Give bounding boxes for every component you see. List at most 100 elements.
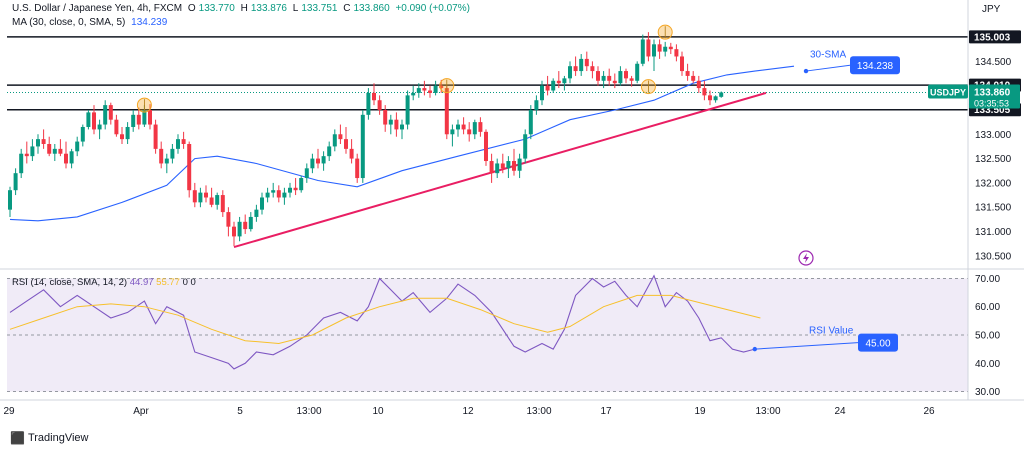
rsi-legend[interactable]: RSI (14, close, SMA, 14, 2) 44.97 55.77 … [12,277,196,288]
support-tag-text: 133.505 [974,105,1011,116]
candle-body [360,114,365,179]
candle-body [680,56,684,72]
candle [467,122,472,142]
candle [484,129,488,166]
rsi-annotation-dot [752,346,757,352]
candle-body [394,119,399,130]
candle-body [271,190,276,193]
candle [176,134,180,154]
candle-body [232,226,236,237]
candle [125,122,130,144]
candle [360,109,365,183]
symbol-title: U.S. Dollar / Japanese Yen, 4h, FXCM [12,3,183,14]
candle [461,117,466,135]
rsi-annotation-label: RSI Value [809,326,854,337]
lightning-icon[interactable] [798,250,814,266]
candle [590,61,595,79]
candle [640,34,645,67]
price-tick-label: 131.500 [975,203,1012,214]
candle-body [344,139,348,149]
candle [495,158,500,179]
symbol-legend[interactable]: U.S. Dollar / Japanese Yen, 4h, FXCM O 13… [12,3,473,14]
candle [680,51,684,76]
candle-body [80,126,85,142]
candle [192,182,197,208]
candle [428,85,432,98]
candle-body [696,80,701,89]
symbol-pill-text: USDJPY [930,87,966,97]
rsi-ma-line[interactable] [9,294,761,345]
rsi-tick-label: 70.00 [975,274,1000,285]
candle-body [663,46,668,52]
change-value: +0.090 (+0.07%) [395,3,470,14]
candle [47,136,52,157]
candle [377,95,382,115]
candle [226,207,231,237]
candle [719,91,724,98]
candle [500,153,505,174]
candle [646,32,651,62]
rsi-annotation-line [754,342,859,350]
price-tick-label: 133.000 [975,130,1012,141]
rsi-value: 44.97 [129,277,154,288]
rsi-line[interactable] [9,274,755,370]
resistance-high-tag-text: 135.003 [974,32,1011,43]
rsi-sma-value: 55.77 [156,277,180,288]
time-tick-label: 19 [694,406,706,417]
candle [601,71,606,89]
rsi-extra-1: 0 [182,277,188,288]
ma-legend[interactable]: MA (30, close, 0, SMA, 5) 134.239 [12,17,170,28]
candle-body [220,195,225,213]
open-value: 133.770 [198,3,235,14]
candle-body [24,153,29,157]
candle-body [478,122,483,132]
candle-body [47,144,52,154]
candle [388,114,393,135]
candle-body [170,148,175,159]
rsi-label: RSI (14, close, SMA, 14, 2) [12,277,128,288]
ma-label: MA (30, close, 0, SMA, 5) [12,17,126,28]
candle-body [405,95,410,125]
candle-body [349,148,354,159]
candle-body [276,190,281,198]
candle-body [702,88,707,96]
candle [506,156,511,179]
candle-body [299,178,304,191]
candle [24,141,29,164]
candle [344,126,348,154]
candle-body [377,100,382,110]
candle-body [612,80,617,84]
candle [209,187,214,208]
candle-body [545,85,550,91]
rsi-extra-2: 0 [190,277,196,288]
candle-body [366,92,371,115]
time-tick-label: 26 [923,406,935,417]
candle-body [674,49,679,57]
candle [372,83,376,106]
candle-body [517,158,522,171]
ascending-trendline[interactable] [233,91,767,249]
candle-body [411,92,416,96]
candle [512,148,516,176]
candle [114,114,119,137]
candle-body [584,58,589,67]
candle [41,129,46,149]
candle [528,105,533,140]
candle-body [439,85,444,89]
candle [198,187,203,208]
candle [635,61,640,84]
candle-body [215,195,220,205]
candle-body [590,66,595,72]
time-tick-label: 10 [372,406,384,417]
ma-30-line[interactable] [9,65,795,222]
time-tick-label: 13:00 [296,406,321,417]
candle [215,192,220,210]
candle [204,185,208,203]
candle-body [260,197,264,210]
candle [612,73,617,89]
candle-body [657,44,662,52]
candle [551,78,556,93]
candle [265,187,270,203]
